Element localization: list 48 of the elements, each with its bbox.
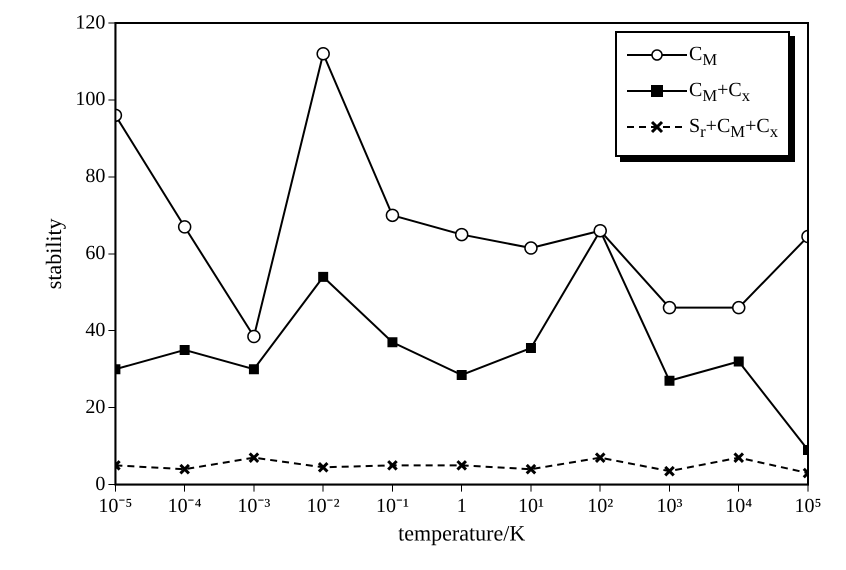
point xyxy=(387,337,398,348)
point xyxy=(525,463,537,475)
point xyxy=(456,370,467,380)
point xyxy=(318,272,328,282)
legend-label: C$_{M}$ xyxy=(689,43,718,69)
x-tick-label: 10⁴ xyxy=(725,494,752,517)
point xyxy=(456,460,468,472)
legend-label: C$_{M}$+C$_{x}$ xyxy=(689,79,750,105)
x-tick-label: 10⁵ xyxy=(794,494,822,517)
y-tick-label: 100 xyxy=(75,88,106,110)
x-tick-label: 10⁻¹ xyxy=(376,494,409,517)
y-tick-label: 120 xyxy=(75,11,106,34)
x-axis-title: temperature/K xyxy=(398,520,526,546)
point xyxy=(386,460,398,472)
point xyxy=(317,462,329,474)
point xyxy=(316,47,330,61)
x-tick-label: 10⁻² xyxy=(306,494,340,517)
x-tick-label: 10² xyxy=(587,494,614,517)
point xyxy=(664,465,676,477)
y-tick-label: 0 xyxy=(95,472,106,495)
point xyxy=(180,344,190,355)
point xyxy=(248,452,260,464)
y-tick-label: 20 xyxy=(85,396,106,418)
x-tick-label: 10³ xyxy=(656,494,682,517)
point xyxy=(454,228,468,242)
x-tick-label: 1 xyxy=(456,494,467,517)
point xyxy=(594,452,606,464)
y-axis-title: stability xyxy=(40,218,66,290)
point xyxy=(524,241,538,255)
point xyxy=(178,220,192,234)
point xyxy=(248,364,259,374)
point xyxy=(386,208,400,222)
x-tick-label: 10⁻³ xyxy=(237,494,270,517)
point xyxy=(247,330,261,344)
x-tick-label: 10⁻⁵ xyxy=(98,494,132,517)
y-tick-label: 60 xyxy=(85,242,106,264)
legend-label: S$_{r}$+C$_{M}$+C$_{x}$ xyxy=(689,115,778,141)
point xyxy=(733,452,744,464)
y-tick-label: 80 xyxy=(85,165,106,188)
point xyxy=(664,376,674,386)
point xyxy=(734,356,744,366)
x-tick-label: 10⁻⁴ xyxy=(168,494,202,517)
point xyxy=(178,463,190,475)
x-tick-label: 10¹ xyxy=(518,494,544,517)
point xyxy=(732,300,746,314)
point xyxy=(662,300,676,314)
point xyxy=(526,343,536,354)
y-tick-label: 40 xyxy=(85,318,106,341)
